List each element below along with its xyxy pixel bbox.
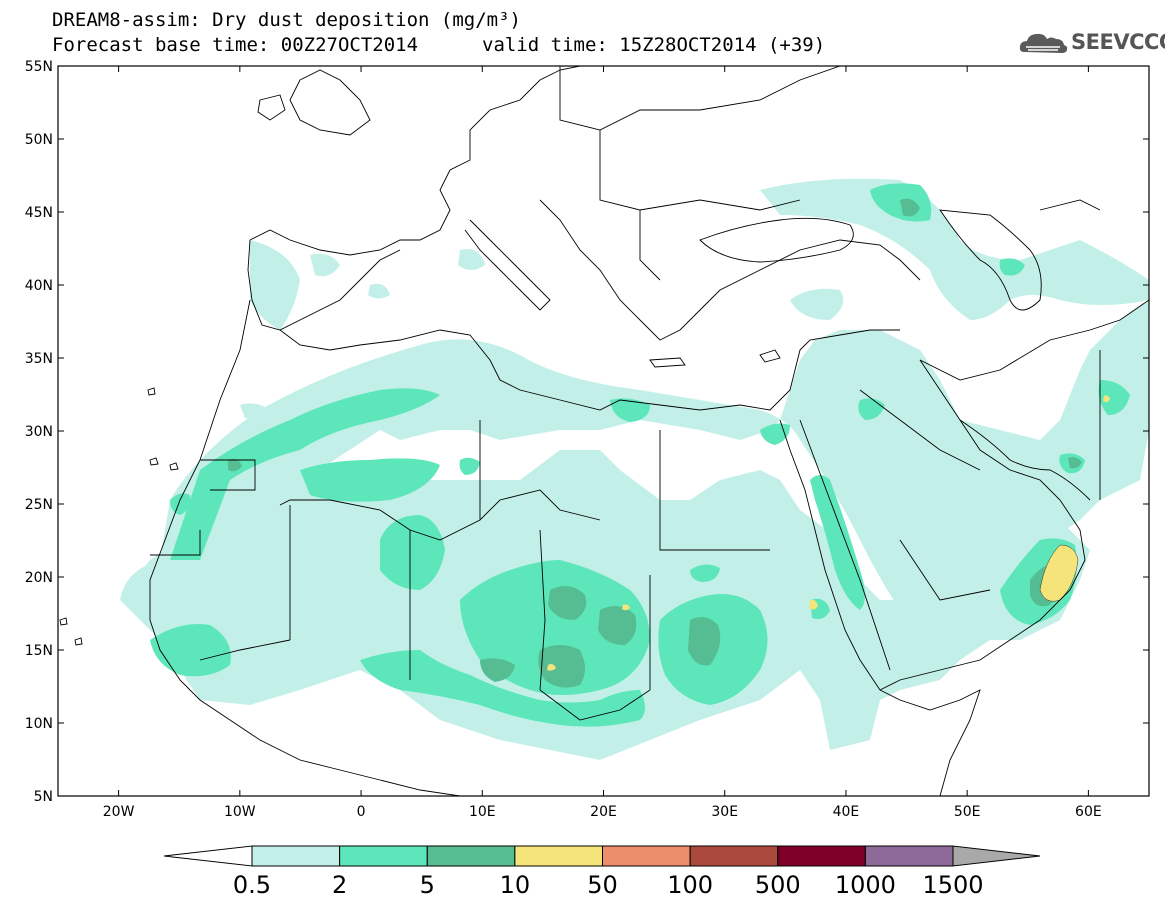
colorbar-label: 500 [755, 871, 801, 899]
chart-title: DREAM8-assim: Dry dust deposition (mg/m³… [52, 9, 521, 31]
colorbar-label: 0.5 [233, 871, 271, 899]
colorbar-segment [251, 845, 341, 867]
coastlines-and-borders [59, 66, 1149, 796]
longitude-axis: 20W 10W 0 10E 20E 30E 40E 50E 60E [103, 66, 1102, 820]
lon-tick-label: 10W [224, 804, 256, 820]
lat-tick-label: 10N [25, 716, 53, 732]
lon-tick-label: 20W [103, 804, 135, 820]
logo-text: SEEVCCC [1071, 30, 1165, 54]
colorbar-label: 2 [332, 871, 347, 899]
lat-tick-label: 20N [25, 570, 53, 586]
lon-tick-label: 30E [711, 804, 738, 820]
dust-high-layer [547, 395, 1110, 671]
lat-tick-label: 30N [25, 424, 53, 440]
colorbar-high-arrow [952, 845, 1041, 867]
lat-tick-label: 15N [25, 643, 53, 659]
lon-tick-label: 50E [954, 804, 981, 820]
colorbar-segment [426, 845, 516, 867]
colorbar-label: 50 [587, 871, 618, 899]
lon-tick-label: 20E [590, 804, 617, 820]
valid-time: valid time: 15Z28OCT2014 (+39) [482, 34, 826, 56]
lat-tick-label: 50N [25, 132, 53, 148]
colorbar: 0.5 2 5 10 50 100 500 1000 1500 [163, 845, 1041, 899]
cloud-icon [1019, 33, 1068, 53]
lat-tick-label: 45N [25, 205, 53, 221]
latitude-axis: 55N 50N 45N 40N 35N 30N 25N 20N 15N 10N 5N [25, 59, 1149, 805]
forecast-base-time: Forecast base time: 00Z27OCT2014 [52, 34, 419, 56]
lat-tick-label: 25N [25, 497, 53, 513]
lon-tick-label: 60E [1075, 804, 1102, 820]
lon-tick-label: 10E [469, 804, 496, 820]
colorbar-segment [339, 845, 428, 867]
colorbar-label: 1000 [835, 871, 896, 899]
lat-tick-label: 55N [25, 59, 53, 75]
map-body [58, 66, 1149, 796]
colorbar-label: 1500 [922, 871, 983, 899]
colorbar-segment [602, 845, 691, 867]
colorbar-low-arrow [163, 845, 253, 867]
lat-tick-label: 35N [25, 351, 53, 367]
colorbar-segment [689, 845, 779, 867]
colorbar-segment [514, 845, 603, 867]
seevccc-logo: SEEVCCC [1018, 28, 1165, 58]
colorbar-segment [777, 845, 866, 867]
colorbar-segment [864, 845, 954, 867]
colorbar-label: 5 [420, 871, 435, 899]
lat-tick-label: 40N [25, 278, 53, 294]
lat-tick-label: 5N [34, 789, 53, 805]
lon-tick-label: 0 [357, 804, 366, 820]
colorbar-label: 10 [500, 871, 531, 899]
colorbar-label: 100 [667, 871, 713, 899]
lon-tick-label: 40E [833, 804, 860, 820]
